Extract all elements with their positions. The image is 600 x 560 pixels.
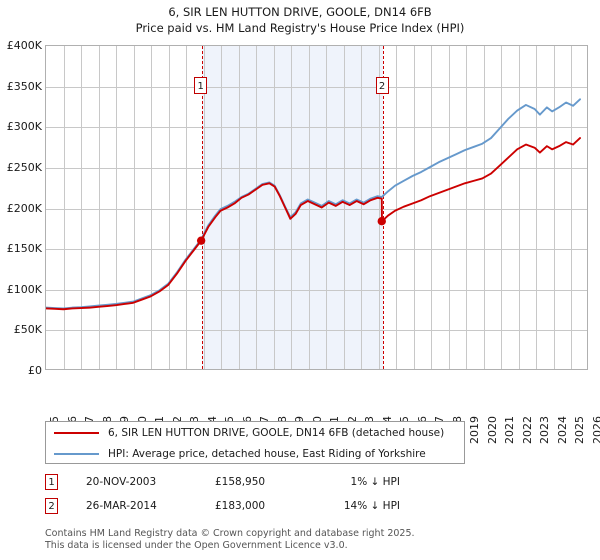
gridline-vertical (116, 46, 117, 369)
highlight-band (201, 46, 383, 369)
gridline-vertical (501, 46, 502, 369)
gridline-vertical (431, 46, 432, 369)
gridline-vertical (519, 46, 520, 369)
y-tick-label: £300K (6, 120, 42, 134)
x-tick-label: 2022 (520, 416, 534, 444)
y-tick-label: £400K (6, 39, 42, 52)
event-badge-1: 1 (194, 77, 208, 94)
transaction-marker-badge: 1 (45, 474, 58, 490)
transaction-marker-badge: 2 (45, 498, 58, 514)
x-tick-label: 2021 (503, 416, 517, 444)
chart-legend: 6, SIR LEN HUTTON DRIVE, GOOLE, DN14 6FB… (45, 421, 465, 464)
gridline-vertical (309, 46, 310, 369)
plot-frame (45, 45, 588, 370)
gridline-horizontal (46, 290, 587, 291)
y-tick-label: £350K (6, 79, 42, 93)
page-title: 6, SIR LEN HUTTON DRIVE, GOOLE, DN14 6FB (168, 5, 432, 19)
transactions-table: 1 20-NOV-2003 £158,950 1% ↓ HPI 2 26-MAR… (45, 473, 475, 521)
gridline-vertical (414, 46, 415, 369)
gridline-vertical (186, 46, 187, 369)
gridline-vertical (274, 46, 275, 369)
sale-point-2 (377, 217, 386, 226)
legend-label-hpi: HPI: Average price, detached house, East… (108, 448, 426, 460)
gridline-vertical (361, 46, 362, 369)
gridline-vertical (554, 46, 555, 369)
event-line-1 (201, 46, 203, 369)
transaction-hpi-delta: 1% ↓ HPI (350, 476, 400, 488)
table-row: 2 26-MAR-2014 £183,000 14% ↓ HPI (45, 497, 475, 521)
transaction-price: £183,000 (215, 500, 266, 512)
x-tick-label: 2023 (538, 416, 552, 444)
footer-attribution: Contains HM Land Registry data © Crown c… (45, 528, 585, 551)
y-tick-label: £50K (13, 323, 42, 337)
gridline-horizontal (46, 87, 587, 88)
x-axis: 1995199619971998199920002001200220032004… (45, 372, 600, 444)
gridline-vertical (151, 46, 152, 369)
gridline-vertical (81, 46, 82, 369)
transaction-date: 20-NOV-2003 (86, 476, 157, 488)
event-line-2 (383, 46, 384, 369)
y-tick-label: £150K (6, 242, 42, 256)
series-line-hpi (46, 98, 581, 310)
legend-swatch-property (54, 432, 99, 434)
title-block: 6, SIR LEN HUTTON DRIVE, GOOLE, DN14 6FB… (0, 4, 600, 36)
gridline-vertical (256, 46, 257, 369)
gridline-vertical (204, 46, 205, 369)
x-tick-label: 2020 (485, 416, 499, 444)
footer-line-copyright: Contains HM Land Registry data © Crown c… (45, 528, 415, 539)
legend-swatch-hpi (54, 453, 99, 455)
gridline-horizontal (46, 330, 587, 331)
series-line-property (46, 137, 581, 311)
gridline-vertical (379, 46, 380, 369)
gridline-vertical (169, 46, 170, 369)
gridline-vertical (449, 46, 450, 369)
legend-label-property: 6, SIR LEN HUTTON DRIVE, GOOLE, DN14 6FB… (108, 427, 445, 439)
gridline-vertical (396, 46, 397, 369)
y-axis: £0 £50K £100K £150K £200K £250K £300K £350K £400… (0, 40, 42, 376)
gridline-vertical (64, 46, 65, 369)
x-tick-label: 2026 (591, 416, 600, 444)
x-tick-label: 2025 (573, 416, 587, 444)
transaction-hpi-delta: 14% ↓ HPI (343, 500, 400, 512)
y-tick-label: £0 (28, 364, 42, 377)
y-tick-label: £250K (6, 160, 42, 174)
gridline-vertical (291, 46, 292, 369)
x-tick-label: 2019 (468, 416, 482, 444)
gridline-horizontal (46, 127, 587, 128)
series-lines (46, 98, 581, 311)
page-subtitle: Price paid vs. HM Land Registry's House … (135, 21, 465, 35)
gridline-vertical (239, 46, 240, 369)
gridline-vertical (484, 46, 485, 369)
gridline-vertical (536, 46, 537, 369)
y-tick-label: £100K (6, 282, 42, 296)
x-tick-label: 2024 (555, 416, 569, 444)
gridline-vertical (344, 46, 345, 369)
gridline-horizontal (46, 209, 587, 210)
gridline-horizontal (46, 249, 587, 250)
sale-point-1 (196, 236, 206, 245)
gridline-vertical (221, 46, 222, 369)
table-row: 1 20-NOV-2003 £158,950 1% ↓ HPI (45, 473, 475, 497)
gridline-vertical (466, 46, 467, 369)
transaction-price: £158,950 (215, 476, 266, 488)
y-tick-label: £200K (6, 201, 42, 215)
gridline-vertical (99, 46, 100, 369)
footer-line-licence: This data is licensed under the Open Gov… (45, 539, 348, 551)
event-badge-2: 2 (375, 77, 389, 94)
legend-item-property: 6, SIR LEN HUTTON DRIVE, GOOLE, DN14 6FB… (46, 423, 464, 443)
gridline-horizontal (46, 168, 587, 169)
gridline-vertical (134, 46, 135, 369)
legend-item-hpi: HPI: Average price, detached house, East… (46, 444, 464, 464)
gridline-vertical (326, 46, 327, 369)
gridline-vertical (571, 46, 572, 369)
transaction-date: 26-MAR-2014 (86, 500, 157, 512)
